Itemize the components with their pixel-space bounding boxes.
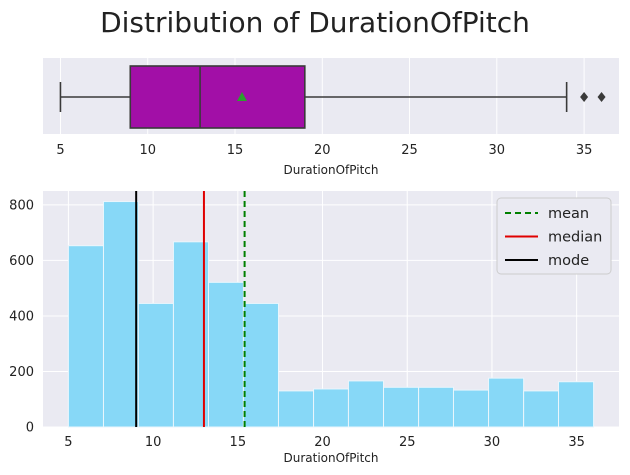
histogram-y-tick-label: 0 <box>26 421 34 436</box>
histogram-panel: 5 10 15 20 25 30 35 0 200 400 600 800 DurationOfPi… <box>9 191 619 465</box>
legend: mean median mode <box>496 197 612 275</box>
histogram-bar <box>137 302 174 428</box>
boxplot-outlier <box>580 92 589 102</box>
boxplot-panel: 5 10 15 20 25 30 35 DurationOfPitch <box>43 58 619 177</box>
boxplot-x-tick-label: 15 <box>227 143 244 158</box>
histogram-y-tick-label: 600 <box>9 254 34 269</box>
boxplot-elements <box>59 65 606 129</box>
histogram-x-ticks: 5 10 15 20 25 30 35 <box>64 435 585 450</box>
histogram-x-tick-label: 30 <box>484 435 501 450</box>
boxplot-axes-background <box>43 58 619 134</box>
histogram-bar <box>452 389 490 428</box>
histogram-x-tick-label: 5 <box>64 435 72 450</box>
legend-label-mean: mean <box>548 206 589 222</box>
histogram-bar <box>208 281 244 428</box>
histogram-bar <box>102 201 139 428</box>
histogram-y-tick-label: 200 <box>9 365 34 380</box>
histogram-x-tick-label: 25 <box>399 435 416 450</box>
histogram-bar <box>347 380 385 428</box>
histogram-x-tick-label: 10 <box>145 435 162 450</box>
histogram-bars <box>67 201 595 428</box>
histogram-x-label: DurationOfPitch <box>283 451 378 465</box>
boxplot-x-tick-label: 30 <box>489 143 506 158</box>
histogram-bar <box>488 377 525 428</box>
histogram-bar <box>313 388 349 428</box>
legend-entries: mean median mode <box>505 206 602 269</box>
histogram-bar <box>383 386 420 428</box>
boxplot-x-tick-label: 35 <box>576 143 593 158</box>
histogram-x-tick-label: 35 <box>568 435 585 450</box>
histogram-x-tick-label: 15 <box>230 435 247 450</box>
histogram-bar <box>558 381 595 428</box>
histogram-bar <box>277 390 315 428</box>
boxplot-x-tick-label: 10 <box>139 143 156 158</box>
boxplot-x-tick-label: 20 <box>314 143 331 158</box>
histogram-y-tick-label: 800 <box>9 198 34 213</box>
histogram-y-tick-label: 400 <box>9 309 34 324</box>
histogram-bar <box>172 241 210 428</box>
histogram-y-ticks: 0 200 400 600 800 <box>9 198 34 435</box>
histogram-bar <box>523 390 560 428</box>
boxplot-mean-marker <box>236 92 247 101</box>
legend-box <box>496 197 612 275</box>
histogram-x-tick-label: 20 <box>314 435 331 450</box>
boxplot-box <box>129 65 306 129</box>
histogram-bar <box>242 302 279 428</box>
boxplot-x-tick-label: 5 <box>56 143 64 158</box>
histogram-bar <box>418 386 454 428</box>
boxplot-x-tick-label: 25 <box>401 143 418 158</box>
histogram-bar <box>67 245 104 428</box>
figure-title: Distribution of DurationOfPitch <box>100 6 530 39</box>
legend-label-median: median <box>548 230 602 246</box>
boxplot-x-ticks: 5 10 15 20 25 30 35 <box>56 143 592 158</box>
histogram-stat-lines <box>135 191 246 427</box>
legend-label-mode: mode <box>548 253 589 269</box>
boxplot-outlier <box>597 92 606 102</box>
boxplot-x-label: DurationOfPitch <box>283 163 378 177</box>
